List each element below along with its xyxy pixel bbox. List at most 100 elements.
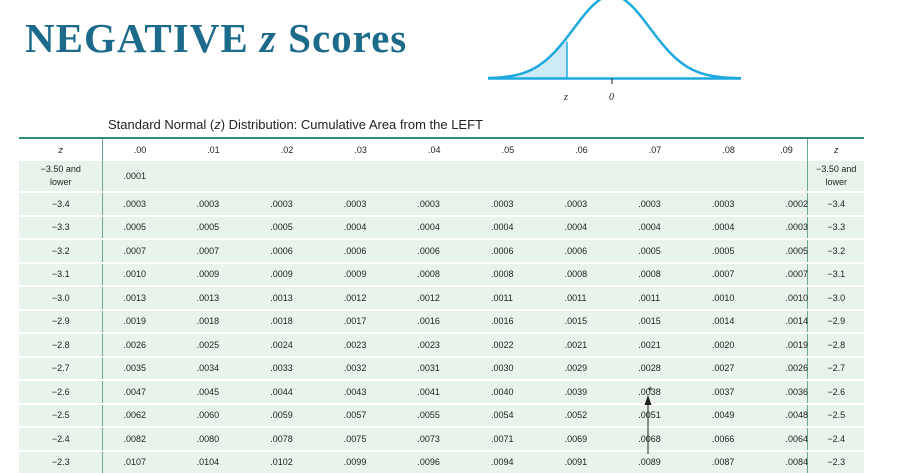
table-cell: .0035 <box>103 357 177 381</box>
table-cell: .0028 <box>618 357 692 381</box>
table-cell: .0003 <box>250 192 324 216</box>
table-cell: .0015 <box>545 310 619 334</box>
table-cell: .0059 <box>250 404 324 428</box>
column-header: .01 <box>177 139 251 161</box>
row-z-label-right-line2: lower <box>825 177 847 187</box>
annotation-arrow: * <box>638 384 660 454</box>
table-cell: .0010 <box>765 286 808 310</box>
table-cell: .0023 <box>324 333 398 357</box>
table-row: −3.2.0007.0007.0006.0006.0006.0006.0006.… <box>19 239 864 263</box>
curve-z-label: z <box>563 92 568 103</box>
table-cell: .0044 <box>250 380 324 404</box>
table-cell-empty <box>324 161 398 192</box>
table-cell: .0049 <box>692 404 766 428</box>
table-cell: .0048 <box>765 404 808 428</box>
table-cell: .0022 <box>471 333 545 357</box>
table-cell-empty <box>177 161 251 192</box>
table-cell: .0024 <box>250 333 324 357</box>
row-z-label: −3.50 and lower <box>19 161 103 192</box>
column-header: .06 <box>545 139 619 161</box>
table-cell: .0004 <box>545 216 619 240</box>
normal-curve-diagram: z 0 <box>485 0 745 110</box>
table-cell: .0018 <box>177 310 251 334</box>
table-cell: .0015 <box>618 310 692 334</box>
column-header: .00 <box>103 139 177 161</box>
table-cell: .0026 <box>765 357 808 381</box>
table-row: −3.1.0010.0009.0009.0009.0008.0008.0008.… <box>19 263 864 287</box>
table-row: −2.7.0035.0034.0033.0032.0031.0030.0029.… <box>19 357 864 381</box>
table-cell: .0034 <box>177 357 251 381</box>
table-cell: .0025 <box>177 333 251 357</box>
table-cell: .0069 <box>545 427 619 451</box>
table-cell: .0012 <box>324 286 398 310</box>
table-cell: .0016 <box>471 310 545 334</box>
table-cell: .0078 <box>250 427 324 451</box>
bell-curve-line <box>488 0 741 78</box>
table-cell: .0008 <box>618 263 692 287</box>
table-cell: .0026 <box>103 333 177 357</box>
table-cell: .0045 <box>177 380 251 404</box>
annotation-asterisk: * <box>648 385 653 397</box>
table-cell: .0002 <box>765 192 808 216</box>
table-cell: .0036 <box>765 380 808 404</box>
row-z-value-right: −2.8 <box>808 333 864 357</box>
table-cell: .0032 <box>324 357 398 381</box>
table-cell: .0006 <box>324 239 398 263</box>
row-z-value: −3.4 <box>19 192 103 216</box>
row-z-value-right: −3.4 <box>808 192 864 216</box>
row-z-value: −2.6 <box>19 380 103 404</box>
table-cell: .0011 <box>618 286 692 310</box>
table-cell: .0008 <box>545 263 619 287</box>
table-cell: .0005 <box>618 239 692 263</box>
table-cell: .0009 <box>177 263 251 287</box>
table-cell: .0037 <box>692 380 766 404</box>
table-cell: .0013 <box>250 286 324 310</box>
table-cell: .0003 <box>545 192 619 216</box>
column-header: .02 <box>250 139 324 161</box>
table-cell: .0007 <box>103 239 177 263</box>
table-cell: .0041 <box>397 380 471 404</box>
table-cell: .0003 <box>397 192 471 216</box>
table-row: −2.9.0019.0018.0018.0017.0016.0016.0015.… <box>19 310 864 334</box>
table-cell: .0004 <box>692 216 766 240</box>
table-cell-empty <box>397 161 471 192</box>
table-cell: .0003 <box>177 192 251 216</box>
table-cell: .0018 <box>250 310 324 334</box>
table-cell-empty <box>692 161 766 192</box>
row-z-value-right: −2.5 <box>808 404 864 428</box>
row-z-value: −3.1 <box>19 263 103 287</box>
row-z-value-right: −3.0 <box>808 286 864 310</box>
row-z-value: −2.5 <box>19 404 103 428</box>
table-cell: .0004 <box>397 216 471 240</box>
table-cell: .0011 <box>471 286 545 310</box>
column-header: .08 <box>692 139 766 161</box>
table-cell: .0031 <box>397 357 471 381</box>
row-z-label-right-line1: −3.50 and <box>816 164 856 174</box>
table-cell: .0033 <box>250 357 324 381</box>
table-cell: .0017 <box>324 310 398 334</box>
table-cell: .0021 <box>545 333 619 357</box>
table-cell: .0003 <box>618 192 692 216</box>
table-cell: .0010 <box>692 286 766 310</box>
column-header: .03 <box>324 139 398 161</box>
row-z-value: −3.3 <box>19 216 103 240</box>
table-cell: .0075 <box>324 427 398 451</box>
table-cell: .0004 <box>471 216 545 240</box>
caption-before: Standard Normal ( <box>108 117 214 132</box>
table-cell: .0023 <box>397 333 471 357</box>
table-cell: .0003 <box>324 192 398 216</box>
table-cell: .0009 <box>324 263 398 287</box>
curve-zero-label: 0 <box>609 92 614 103</box>
table-cell: .0040 <box>471 380 545 404</box>
table-cell: .0003 <box>692 192 766 216</box>
table-cell: .0005 <box>250 216 324 240</box>
caption-after: ) Distribution: Cumulative Area from the… <box>221 117 483 132</box>
row-z-value: −3.0 <box>19 286 103 310</box>
table-cell: .0071 <box>471 427 545 451</box>
row-z-value-right: −3.2 <box>808 239 864 263</box>
table-row: −3.0.0013.0013.0013.0012.0012.0011.0011.… <box>19 286 864 310</box>
table-cell: .0007 <box>765 263 808 287</box>
column-header: .09 <box>765 139 808 161</box>
table-cell: .0009 <box>250 263 324 287</box>
